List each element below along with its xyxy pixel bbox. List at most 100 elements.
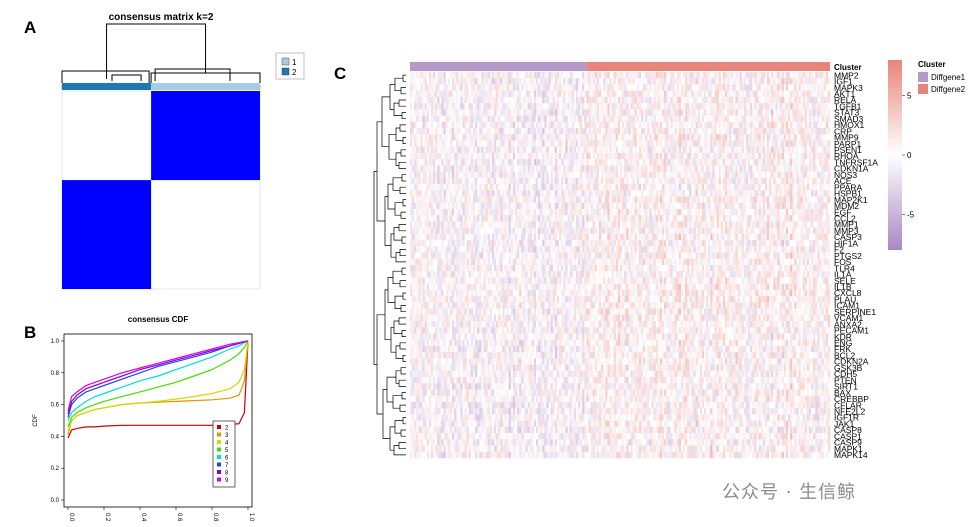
- heatmap-cell: [595, 103, 597, 110]
- heatmap-cell: [446, 215, 448, 222]
- heatmap-cell: [509, 72, 511, 79]
- heatmap-cell: [481, 209, 483, 216]
- heatmap-cell: [496, 184, 498, 191]
- heatmap-cell: [796, 172, 798, 179]
- heatmap-cell: [540, 103, 542, 110]
- heatmap-cell: [467, 203, 469, 210]
- heatmap-cell: [811, 215, 813, 222]
- heatmap-cell: [792, 147, 794, 154]
- heatmap-cell: [698, 78, 700, 85]
- heatmap-cell: [738, 203, 740, 210]
- heatmap-cell: [561, 165, 563, 172]
- heatmap-cell: [786, 128, 788, 135]
- heatmap-cell: [660, 103, 662, 110]
- heatmap-cell: [414, 153, 416, 160]
- heatmap-cell: [746, 215, 748, 222]
- heatmap-cell: [645, 197, 647, 204]
- heatmap-cell: [498, 221, 500, 228]
- heatmap-cell: [660, 203, 662, 210]
- heatmap-cell: [505, 221, 507, 228]
- heatmap-cell: [544, 184, 546, 191]
- heatmap-cell: [673, 140, 675, 147]
- heatmap-cell: [601, 215, 603, 222]
- heatmap-cell: [412, 78, 414, 85]
- heatmap-cell: [412, 221, 414, 228]
- heatmap-cell: [435, 109, 437, 116]
- heatmap-cell: [738, 84, 740, 91]
- heatmap-cell: [708, 147, 710, 154]
- heatmap-cell: [794, 122, 796, 129]
- heatmap-cell: [605, 172, 607, 179]
- heatmap-cell: [652, 165, 654, 172]
- heatmap-cell: [515, 178, 517, 185]
- heatmap-cell: [540, 116, 542, 123]
- heatmap-cell: [442, 165, 444, 172]
- heatmap-cell: [740, 215, 742, 222]
- heatmap-cell: [694, 134, 696, 141]
- heatmap-cell: [826, 215, 828, 222]
- heatmap-cell: [761, 78, 763, 85]
- heatmap-cell: [725, 116, 727, 123]
- heatmap-cell: [439, 221, 441, 228]
- heatmap-cell: [551, 78, 553, 85]
- heatmap-cell: [490, 147, 492, 154]
- heatmap-cell: [677, 140, 679, 147]
- heatmap-cell: [540, 122, 542, 129]
- heatmap-cell: [809, 134, 811, 141]
- heatmap-cell: [612, 122, 614, 129]
- heatmap-cell: [803, 203, 805, 210]
- heatmap-cell: [488, 203, 490, 210]
- heatmap-cell: [532, 103, 534, 110]
- heatmap-cell: [486, 147, 488, 154]
- heatmap-cell: [681, 109, 683, 116]
- heatmap-cell: [733, 72, 735, 79]
- heatmap-cell: [450, 178, 452, 185]
- heatmap-cell: [607, 109, 609, 116]
- heatmap-cell: [807, 91, 809, 98]
- heatmap-cell: [794, 78, 796, 85]
- heatmap-cell: [624, 184, 626, 191]
- heatmap-cell: [773, 147, 775, 154]
- heatmap-cell: [801, 215, 803, 222]
- heatmap-cell: [803, 72, 805, 79]
- heatmap-cell: [591, 178, 593, 185]
- heatmap-cell: [471, 116, 473, 123]
- heatmap-cell: [696, 122, 698, 129]
- heatmap-cell: [425, 190, 427, 197]
- heatmap-cell: [817, 153, 819, 160]
- heatmap-cell: [450, 91, 452, 98]
- heatmap-cell: [710, 197, 712, 204]
- heatmap-cell: [473, 190, 475, 197]
- heatmap-cell: [689, 109, 691, 116]
- heatmap-cell: [712, 184, 714, 191]
- heatmap-cell: [647, 72, 649, 79]
- heatmap-cell: [727, 159, 729, 166]
- heatmap-cell: [605, 190, 607, 197]
- heatmap-cell: [450, 172, 452, 179]
- heatmap-cell: [423, 91, 425, 98]
- heatmap-cell: [589, 140, 591, 147]
- heatmap-cell: [786, 103, 788, 110]
- heatmap-cell: [824, 147, 826, 154]
- heatmap-cell: [526, 209, 528, 216]
- heatmap-cell: [580, 209, 582, 216]
- heatmap-cell: [582, 190, 584, 197]
- heatmap-cell: [765, 91, 767, 98]
- heatmap-cell: [746, 97, 748, 104]
- heatmap-cell: [723, 78, 725, 85]
- heatmap-cell: [559, 78, 561, 85]
- heatmap-cell: [738, 116, 740, 123]
- heatmap-cell: [578, 140, 580, 147]
- heatmap-cell: [549, 215, 551, 222]
- heatmap-cell: [559, 134, 561, 141]
- cdf-legend-label-4: 4: [225, 441, 229, 447]
- heatmap-cell: [607, 190, 609, 197]
- heatmap-cell: [771, 97, 773, 104]
- heatmap-cell: [452, 116, 454, 123]
- heatmap-cell: [538, 178, 540, 185]
- heatmap-cell: [507, 190, 509, 197]
- heatmap-cell: [752, 128, 754, 135]
- heatmap-cell: [515, 215, 517, 222]
- heatmap-cell: [675, 109, 677, 116]
- heatmap-cell: [435, 172, 437, 179]
